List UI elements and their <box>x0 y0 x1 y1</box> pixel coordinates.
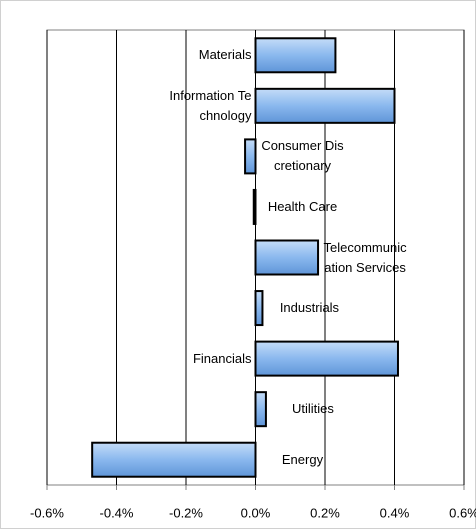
bar <box>254 37 337 74</box>
x-tick-label: 0.2% <box>310 505 340 520</box>
category-label: Consumer Discretionary <box>261 138 344 174</box>
category-label: Financials <box>192 350 252 366</box>
x-tick-label: -0.2% <box>169 505 203 520</box>
category-label: Energy <box>281 451 324 467</box>
bar <box>254 239 320 276</box>
bar <box>252 188 257 225</box>
bar <box>254 391 267 428</box>
category-label: Utilities <box>291 401 334 417</box>
bar <box>244 138 257 175</box>
x-tick-label: -0.4% <box>100 505 134 520</box>
category-label: Health Care <box>267 198 338 214</box>
x-tick-label: 0.0% <box>241 505 271 520</box>
bar <box>254 340 399 377</box>
category-label: Industrials <box>279 300 340 316</box>
category-label: Information Technology <box>169 87 252 123</box>
x-tick-label: -0.6% <box>30 505 64 520</box>
category-label: Telecommunication Services <box>323 239 407 275</box>
bar <box>254 87 396 124</box>
x-tick-label: 0.6% <box>449 505 476 520</box>
bar <box>91 441 257 478</box>
category-label: Materials <box>198 47 252 63</box>
bar <box>254 290 264 327</box>
x-tick-label: 0.4% <box>380 505 410 520</box>
